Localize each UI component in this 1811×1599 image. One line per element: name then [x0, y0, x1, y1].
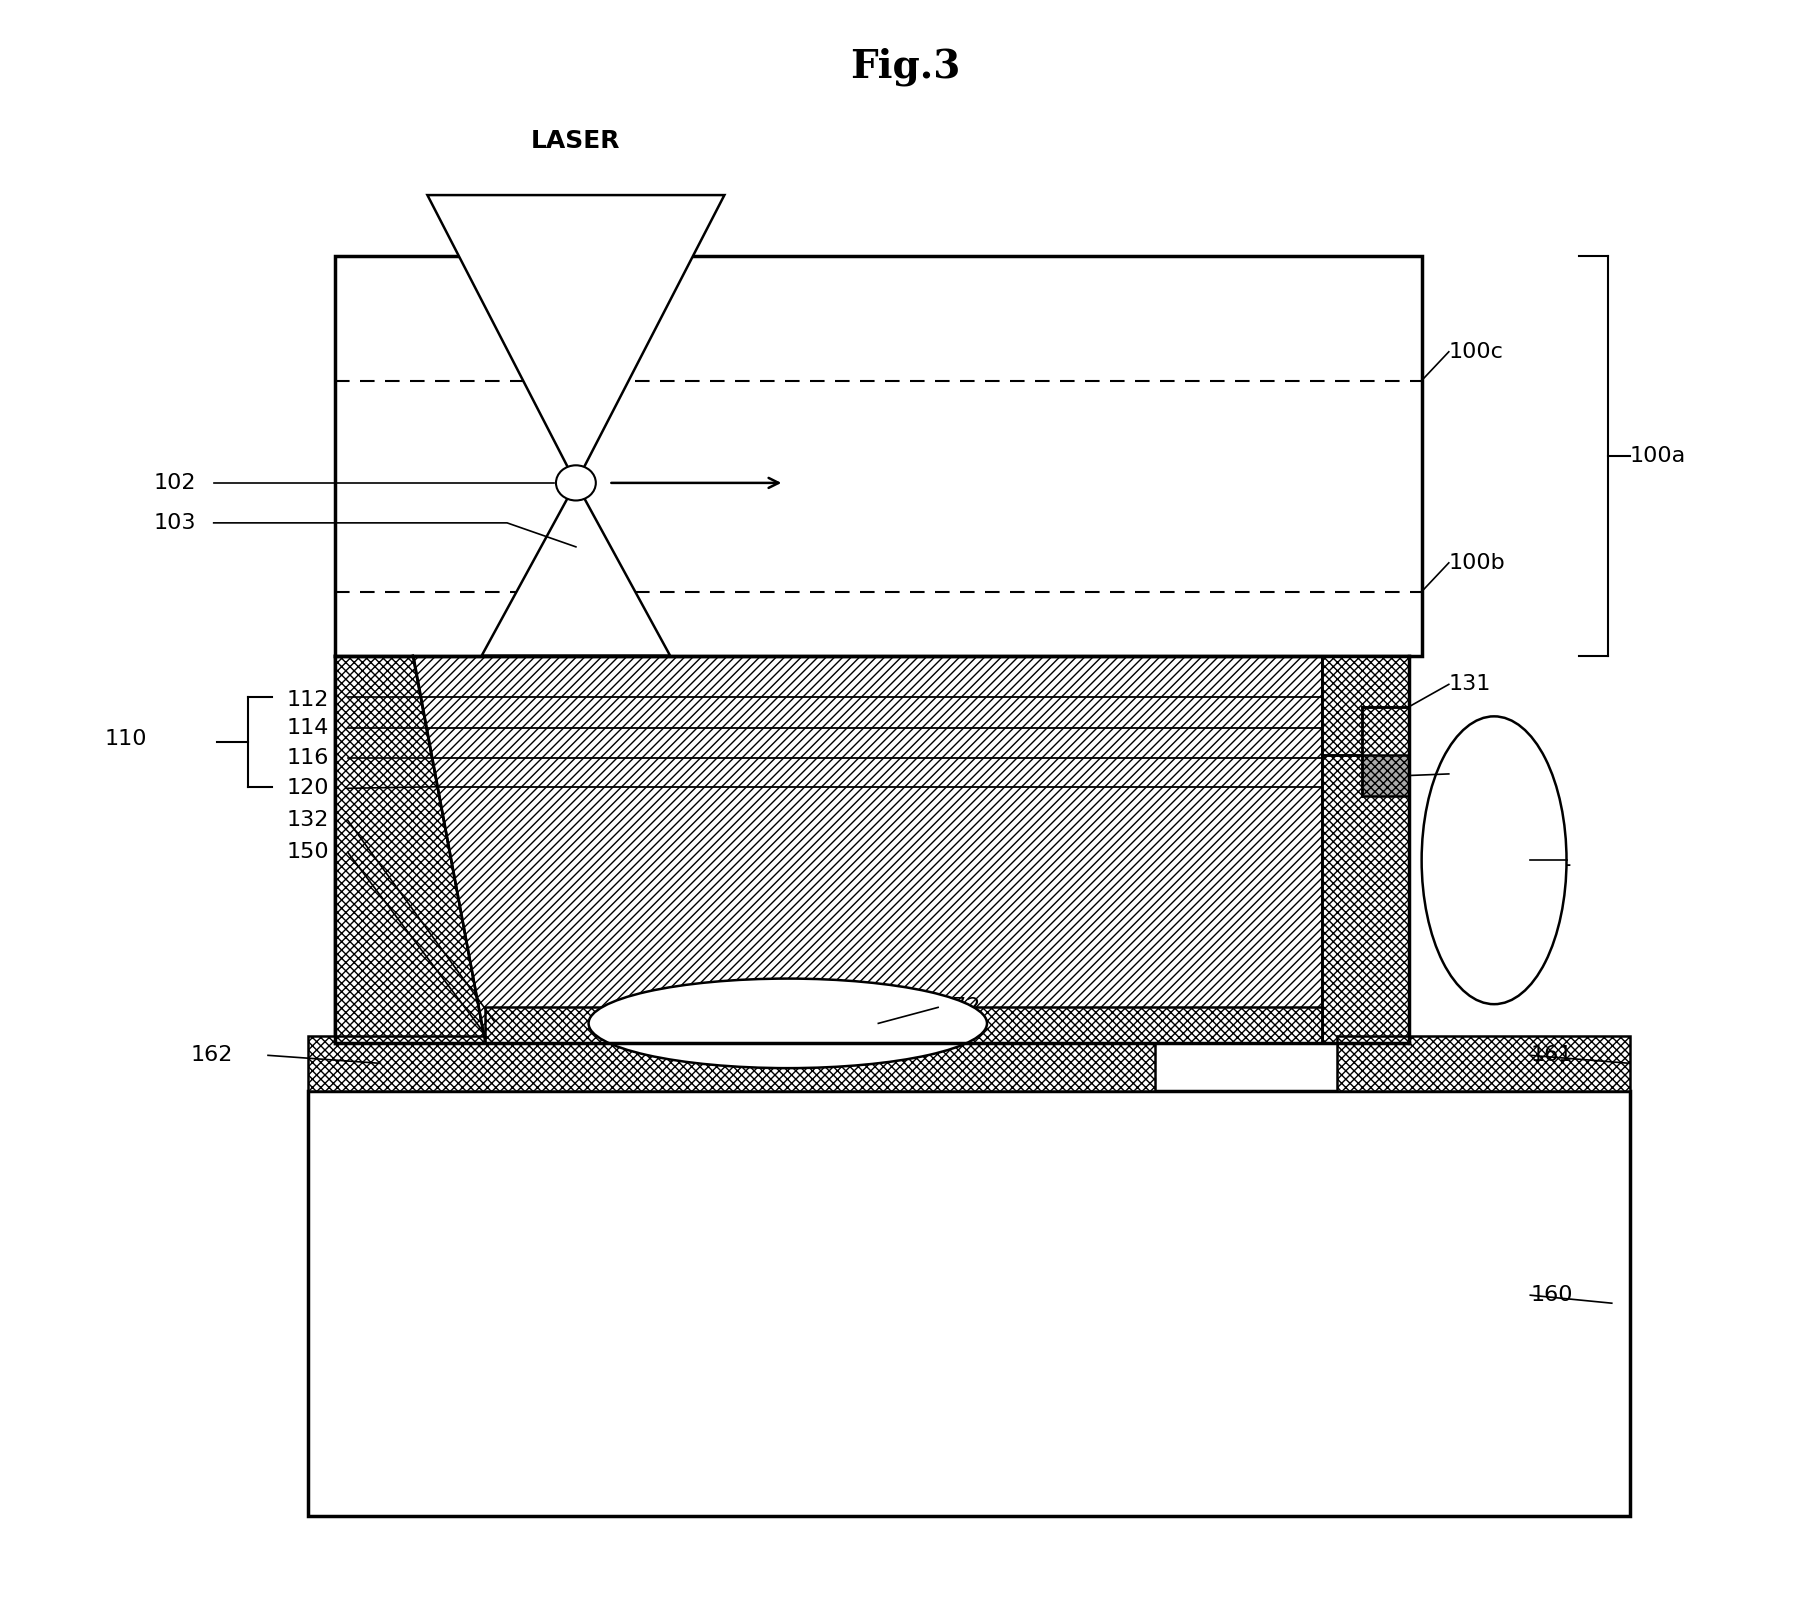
Polygon shape: [482, 483, 670, 656]
Text: 100b: 100b: [1449, 553, 1505, 572]
Bar: [308, 1091, 1630, 1516]
Polygon shape: [1322, 656, 1409, 755]
Bar: [335, 256, 1422, 656]
Text: 103: 103: [154, 513, 196, 532]
Text: 171: 171: [1530, 851, 1572, 870]
Bar: [1337, 1036, 1630, 1091]
Text: 110: 110: [105, 729, 147, 748]
Text: 116: 116: [286, 748, 328, 768]
Text: 100c: 100c: [1449, 342, 1503, 361]
Bar: [308, 1036, 1155, 1091]
Polygon shape: [413, 656, 1322, 1043]
Polygon shape: [335, 656, 485, 1043]
Text: Fig.3: Fig.3: [851, 48, 960, 86]
Text: 102: 102: [154, 473, 196, 492]
Ellipse shape: [589, 979, 987, 1068]
Text: 132: 132: [286, 811, 328, 830]
Polygon shape: [427, 195, 724, 483]
Polygon shape: [485, 1007, 1322, 1043]
Text: 161: 161: [1530, 1046, 1572, 1065]
Text: 114: 114: [286, 718, 328, 737]
Text: LASER: LASER: [531, 128, 621, 154]
Text: 160: 160: [1530, 1286, 1572, 1305]
Text: 150: 150: [286, 843, 330, 862]
Ellipse shape: [1422, 716, 1567, 1004]
Text: 162: 162: [190, 1046, 232, 1065]
Polygon shape: [1362, 755, 1409, 796]
Text: 140: 140: [1449, 764, 1490, 784]
Text: 131: 131: [1449, 675, 1490, 694]
Polygon shape: [1322, 656, 1409, 1043]
Circle shape: [556, 465, 596, 500]
Text: 120: 120: [286, 779, 328, 798]
Text: 112: 112: [286, 691, 328, 710]
Text: 172: 172: [938, 998, 980, 1017]
Text: 100a: 100a: [1630, 446, 1686, 465]
